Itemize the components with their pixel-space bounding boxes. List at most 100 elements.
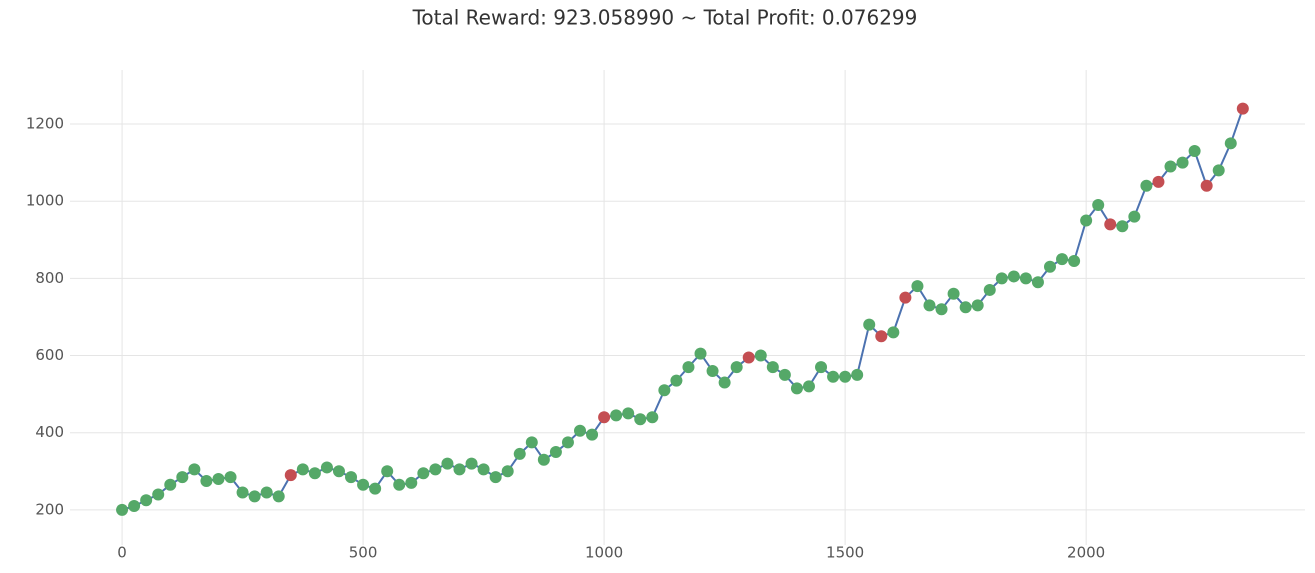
marker — [284, 469, 297, 482]
marker — [718, 376, 731, 389]
marker — [1188, 145, 1201, 158]
marker — [345, 471, 358, 484]
marker — [983, 283, 996, 296]
chart-title: Total Reward: 923.058990 ~ Total Profit:… — [412, 6, 918, 30]
marker — [1080, 214, 1093, 227]
marker — [441, 457, 454, 470]
marker — [1212, 164, 1225, 177]
marker — [381, 465, 394, 478]
marker — [851, 368, 864, 381]
x-tick-label: 0 — [117, 544, 127, 562]
marker — [1056, 253, 1069, 266]
marker — [911, 280, 924, 293]
marker — [272, 490, 285, 503]
marker — [887, 326, 900, 339]
marker — [405, 476, 418, 489]
marker — [1152, 175, 1165, 188]
y-tick-label: 1200 — [26, 115, 64, 133]
marker — [1128, 210, 1141, 223]
marker — [1068, 255, 1081, 268]
marker — [1007, 270, 1020, 283]
marker — [778, 368, 791, 381]
marker — [706, 364, 719, 377]
marker — [332, 465, 345, 478]
marker — [995, 272, 1008, 285]
marker — [549, 446, 562, 459]
marker — [513, 447, 526, 460]
x-tick-label: 500 — [349, 544, 378, 562]
marker — [260, 486, 273, 499]
marker — [790, 382, 803, 395]
marker — [320, 461, 333, 474]
marker — [561, 436, 574, 449]
marker — [1019, 272, 1032, 285]
marker — [754, 349, 767, 362]
marker — [1224, 137, 1237, 150]
y-tick-label: 200 — [35, 500, 64, 518]
marker — [176, 471, 189, 484]
marker — [200, 474, 213, 487]
marker — [839, 370, 852, 383]
y-tick-label: 400 — [35, 423, 64, 441]
marker — [899, 291, 912, 304]
marker — [1116, 220, 1129, 233]
marker — [357, 478, 370, 491]
marker — [477, 463, 490, 476]
marker — [417, 467, 430, 480]
marker — [393, 478, 406, 491]
marker — [574, 424, 587, 437]
marker — [128, 500, 141, 513]
marker — [622, 407, 635, 420]
marker — [1031, 276, 1044, 289]
marker — [670, 374, 683, 387]
marker — [815, 361, 828, 374]
marker — [1092, 199, 1105, 212]
marker — [188, 463, 201, 476]
marker — [658, 384, 671, 397]
x-tick-label: 1500 — [826, 544, 864, 562]
marker — [1140, 179, 1153, 192]
y-tick-label: 600 — [35, 346, 64, 364]
marker — [766, 361, 779, 374]
marker — [923, 299, 936, 312]
marker — [935, 303, 948, 316]
marker — [236, 486, 249, 499]
line — [121, 108, 1244, 511]
marker — [465, 457, 478, 470]
marker — [959, 301, 972, 314]
marker — [296, 463, 309, 476]
x-tick-label: 1000 — [585, 544, 623, 562]
marker — [694, 347, 707, 360]
marker — [525, 436, 538, 449]
marker — [453, 463, 466, 476]
marker — [730, 361, 743, 374]
marker — [875, 330, 888, 343]
marker — [1200, 179, 1213, 192]
marker — [971, 299, 984, 312]
marker — [742, 351, 755, 364]
marker — [1104, 218, 1117, 231]
marker — [863, 318, 876, 331]
marker — [827, 370, 840, 383]
marker — [212, 473, 225, 486]
marker — [1043, 260, 1056, 273]
marker — [634, 413, 647, 426]
marker — [646, 411, 659, 424]
marker — [140, 494, 153, 507]
marker — [489, 471, 502, 484]
marker — [224, 471, 237, 484]
marker — [1164, 160, 1177, 173]
marker — [429, 463, 442, 476]
marker — [1236, 102, 1249, 115]
y-tick-label: 800 — [35, 269, 64, 287]
marker — [610, 409, 623, 422]
marker — [802, 380, 815, 393]
marker — [586, 428, 599, 441]
marker — [947, 287, 960, 300]
marker — [682, 361, 695, 374]
x-tick-label: 2000 — [1067, 544, 1105, 562]
marker — [369, 482, 382, 495]
marker — [248, 490, 261, 503]
marker — [501, 465, 514, 478]
